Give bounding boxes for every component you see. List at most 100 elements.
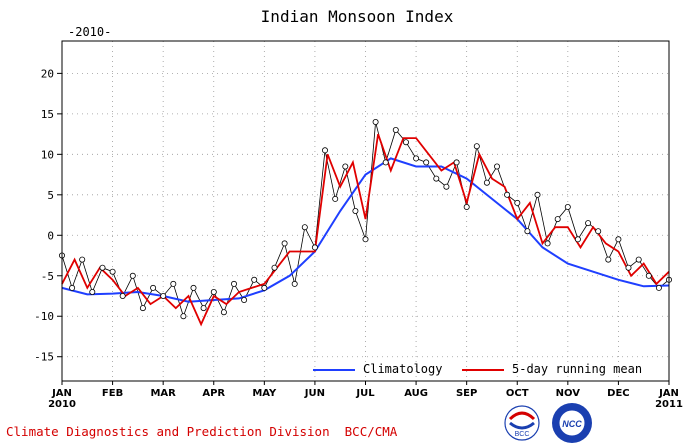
daily-index-point: [615, 236, 622, 243]
daily-index-point: [554, 216, 561, 223]
daily-index-point: [230, 280, 237, 287]
daily-index-point: [544, 240, 551, 247]
x-tick-label: FEB: [102, 388, 123, 399]
chart-subtitle: -2010-: [68, 25, 111, 39]
running-mean-line: [61, 133, 670, 327]
daily-index-point: [473, 143, 480, 150]
x-tick-label: OCT: [506, 388, 529, 399]
x-tick-label: NOV: [556, 388, 581, 399]
daily-index-point: [524, 228, 531, 235]
footer-credit: Climate Diagnostics and Prediction Divis…: [6, 424, 398, 439]
daily-index-point: [655, 284, 662, 291]
daily-index-point: [433, 175, 440, 182]
daily-index-point: [79, 256, 86, 263]
x-tick-label: JUN: [304, 388, 325, 399]
plot-frame: [61, 40, 670, 382]
x-tick-label: JUL: [355, 388, 375, 399]
daily-index-point: [453, 159, 460, 166]
legend-running-mean-label: 5-day running mean: [512, 362, 642, 376]
daily-index-point: [109, 268, 116, 275]
daily-index-point: [69, 284, 76, 291]
legend: Climatology 5-day running mean: [313, 362, 642, 376]
daily-index-point: [402, 139, 409, 146]
daily-index-point: [483, 179, 490, 186]
x-tick-label: APR: [202, 388, 225, 399]
x-tick-label: SEP: [456, 388, 477, 399]
daily-index-point: [514, 199, 521, 206]
x-tick-year-label: 2011: [655, 399, 683, 410]
daily-index-point: [180, 313, 187, 320]
y-tick-label: -5: [41, 270, 54, 283]
chart-title: Indian Monsoon Index: [261, 7, 454, 26]
daily-index-point: [635, 256, 642, 263]
daily-index-point: [190, 284, 197, 291]
daily-index-point: [372, 119, 379, 126]
daily-index-point: [443, 183, 450, 190]
daily-index-point: [413, 155, 420, 162]
daily-index-point: [585, 220, 592, 227]
daily-index-point: [170, 280, 177, 287]
daily-index-point: [493, 163, 500, 170]
x-tick-label: AUG: [404, 388, 428, 399]
y-tick-label: 10: [41, 148, 54, 161]
daily-index-point: [281, 240, 288, 247]
series-layer: [59, 119, 673, 327]
daily-index-point: [139, 305, 146, 312]
legend-climatology-label: Climatology: [363, 362, 442, 376]
daily-index-point: [504, 191, 511, 198]
daily-index-point: [241, 296, 248, 303]
daily-index-point: [210, 288, 217, 295]
y-tick-label: 20: [41, 67, 54, 80]
x-tick-label: MAR: [150, 388, 176, 399]
x-tick-label: MAY: [252, 388, 277, 399]
daily-index-point: [423, 159, 430, 166]
daily-index-point: [321, 147, 328, 154]
daily-index-point: [291, 280, 298, 287]
svg-text:NCC: NCC: [562, 419, 582, 429]
daily-index-point: [362, 236, 369, 243]
daily-index-point: [645, 272, 652, 279]
y-tick-label: -10: [34, 310, 54, 323]
daily-index-point: [534, 191, 541, 198]
ncc-logo: NCC: [552, 403, 592, 443]
grid: [62, 41, 669, 381]
daily-index-point: [129, 272, 136, 279]
daily-index-point: [301, 224, 308, 231]
climatology-line: [61, 157, 670, 303]
daily-index-point: [89, 288, 96, 295]
daily-index-point: [332, 195, 339, 202]
daily-index-point: [261, 284, 268, 291]
daily-index-point: [251, 276, 258, 283]
daily-index-point: [564, 203, 571, 210]
y-tick-label: -15: [34, 351, 54, 364]
x-tick-label: JAN: [658, 388, 679, 399]
daily-index-point: [392, 127, 399, 134]
daily-index-point: [352, 207, 359, 214]
daily-index-point: [220, 309, 227, 316]
daily-index-point: [595, 228, 602, 235]
x-tick-label: JAN: [51, 388, 72, 399]
y-tick-label: 15: [41, 108, 54, 121]
daily-index-point: [271, 264, 278, 271]
daily-index-point: [625, 264, 632, 271]
x-tick-label: DEC: [607, 388, 629, 399]
y-tick-label: 5: [47, 189, 54, 202]
x-tick-year-label: 2010: [48, 399, 76, 410]
bcc-logo: BCC: [504, 405, 540, 441]
daily-index-point: [342, 163, 349, 170]
daily-index-point: [150, 284, 157, 291]
daily-index-point: [382, 159, 389, 166]
daily-index-point: [160, 292, 167, 299]
daily-index-point: [605, 256, 612, 263]
daily-index-point: [574, 236, 581, 243]
daily-index-point: [119, 292, 126, 299]
daily-index-point: [200, 305, 207, 312]
agency-logos: BCC NCC: [504, 403, 592, 443]
svg-text:BCC: BCC: [515, 431, 530, 438]
daily-index-point: [99, 264, 106, 271]
daily-index-point: [311, 244, 318, 251]
y-tick-label: 0: [47, 229, 54, 242]
daily-index-point: [463, 203, 470, 210]
